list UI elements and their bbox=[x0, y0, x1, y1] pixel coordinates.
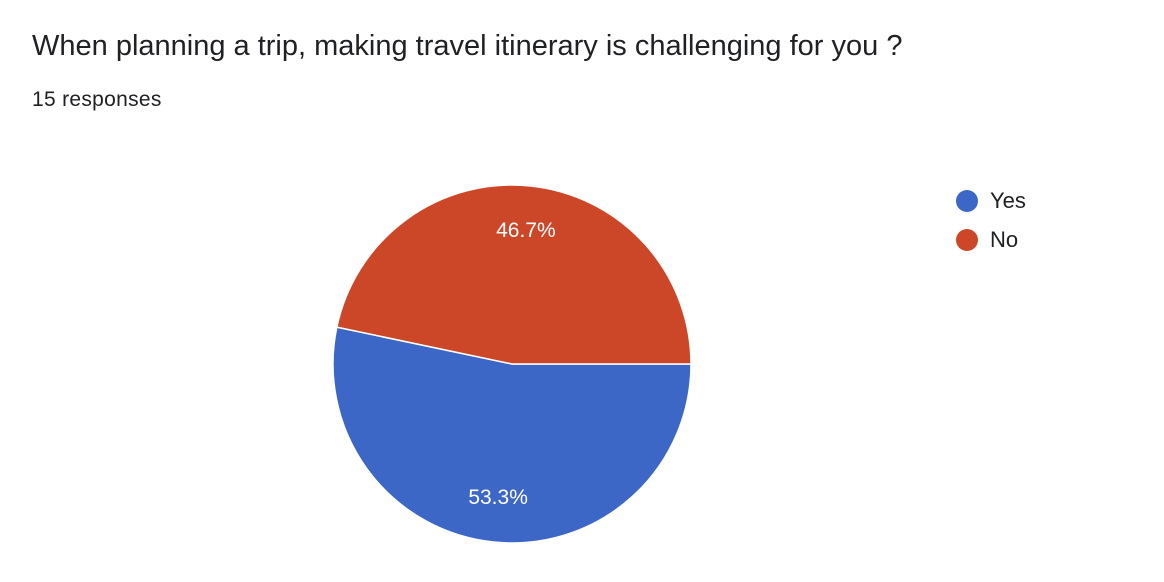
pie-slice-labels: 53.3% 46.7% bbox=[468, 219, 555, 509]
legend: Yes No bbox=[956, 181, 1026, 259]
legend-swatch-no bbox=[956, 228, 978, 251]
legend-swatch-yes bbox=[956, 189, 978, 212]
pie-slice-label-no: 46.7% bbox=[496, 219, 556, 242]
legend-label-yes: Yes bbox=[990, 187, 1026, 213]
pie-slice-yes bbox=[332, 326, 692, 544]
pie-slice-label-yes: 53.3% bbox=[468, 486, 528, 509]
pie-slices bbox=[332, 184, 692, 544]
legend-item-no: No bbox=[956, 220, 1026, 259]
legend-label-no: No bbox=[990, 226, 1019, 252]
legend-item-yes: Yes bbox=[956, 181, 1026, 220]
response-count: 15 responses bbox=[32, 88, 162, 111]
question-title: When planning a trip, making travel itin… bbox=[32, 30, 903, 62]
pie-slice-no bbox=[336, 184, 692, 365]
